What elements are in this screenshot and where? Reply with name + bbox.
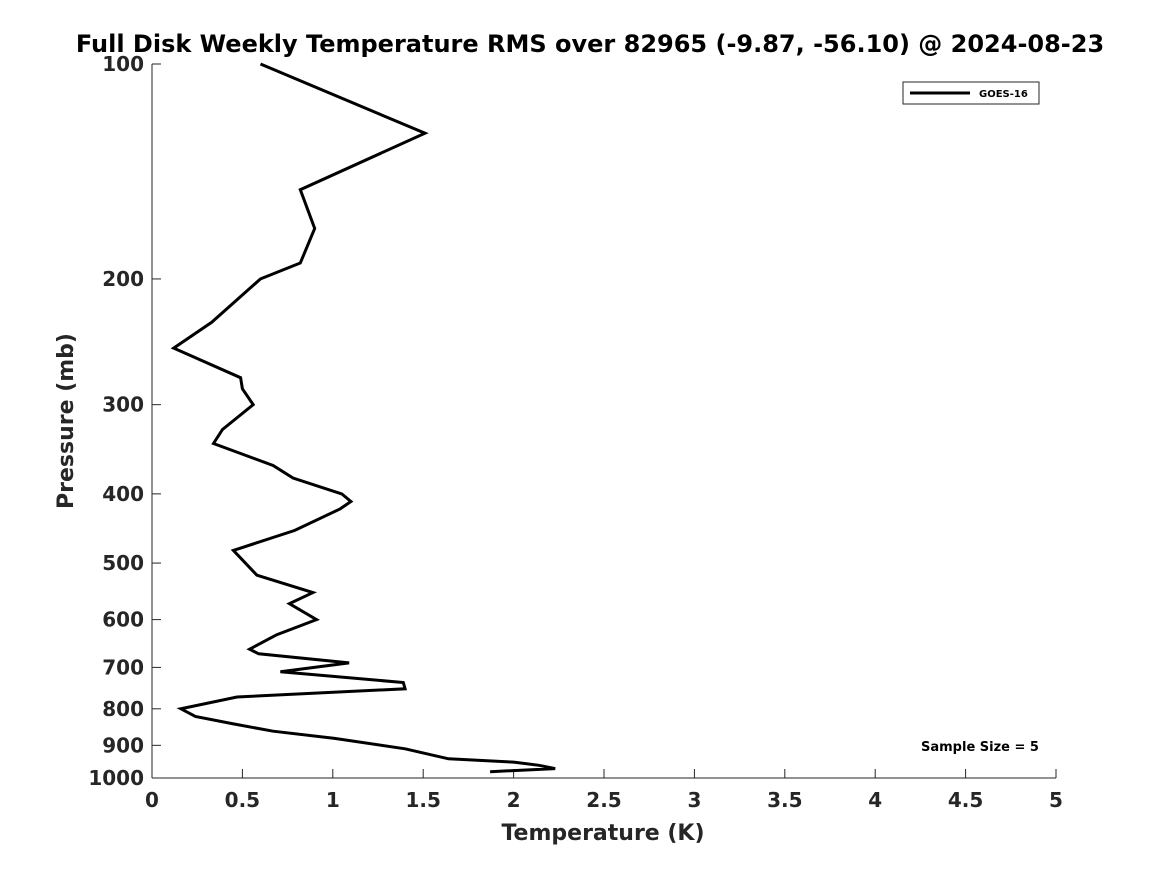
x-tick-label: 2: [507, 788, 521, 812]
series-line-goes-16: [170, 62, 556, 774]
x-tick-label: 5: [1049, 788, 1063, 812]
y-tick-label: 100: [102, 52, 144, 76]
y-tick-label: 700: [102, 655, 144, 679]
y-tick-label: 200: [102, 267, 144, 291]
x-axis-ticks: 0 0.5 1 1.5 2 2.5 3 3.5 4 4.5 5: [145, 769, 1063, 812]
x-tick-label: 4.5: [948, 788, 983, 812]
x-tick-label: 0.5: [225, 788, 260, 812]
x-axis-label: Temperature (K): [501, 821, 704, 846]
y-tick-label: 800: [102, 697, 144, 721]
y-tick-label: 300: [102, 393, 144, 417]
x-tick-label: 3.5: [767, 788, 802, 812]
legend-box: [902, 81, 1040, 105]
x-tick-label: 2.5: [586, 788, 621, 812]
y-tick-label: 400: [102, 482, 144, 506]
x-tick-label: 1: [326, 788, 340, 812]
y-tick-label: 1000: [88, 766, 144, 790]
legend-entry-goes-16: GOES-16: [979, 89, 1028, 100]
y-axis-ticks: 100 200 300 400 500 600 700 800 900 1000: [88, 52, 161, 790]
y-tick-label: 600: [102, 608, 144, 632]
y-axis-label: Pressure (mb): [54, 333, 79, 509]
legend: GOES-16: [902, 81, 1040, 105]
y-tick-label: 500: [102, 551, 144, 575]
x-tick-label: 3: [687, 788, 701, 812]
sample-size-annotation: Sample Size = 5: [921, 740, 1039, 755]
chart-title: Full Disk Weekly Temperature RMS over 82…: [76, 30, 1104, 58]
x-tick-label: 0: [145, 788, 159, 812]
x-tick-label: 4: [868, 788, 882, 812]
x-tick-label: 1.5: [405, 788, 440, 812]
y-tick-label: 900: [102, 733, 144, 757]
